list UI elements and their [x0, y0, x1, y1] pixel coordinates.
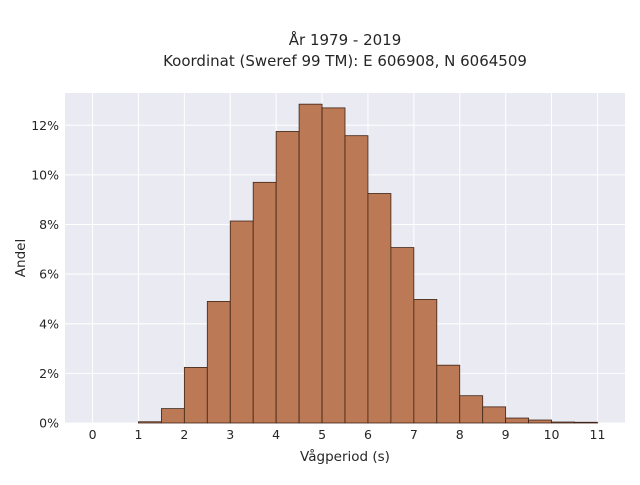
x-tick-label: 4 — [272, 427, 280, 442]
y-tick-label: 2% — [39, 366, 59, 381]
y-axis-label: Andel — [13, 239, 29, 277]
y-tick-label: 0% — [39, 416, 59, 431]
x-tick-label: 6 — [364, 427, 372, 442]
x-tick-label: 3 — [226, 427, 234, 442]
x-tick-label: 1 — [134, 427, 142, 442]
histogram-bar — [252, 181, 277, 424]
histogram-bar — [436, 364, 461, 424]
histogram-bar — [138, 421, 162, 424]
histogram-bar — [298, 103, 323, 424]
histogram-bar — [275, 131, 300, 424]
histogram-bar — [574, 421, 598, 424]
x-tick-label: 7 — [410, 427, 418, 442]
x-tick-label: 8 — [456, 427, 464, 442]
histogram-bar — [206, 301, 231, 424]
histogram-bar — [551, 421, 575, 424]
histogram-bar — [344, 135, 369, 424]
x-tick-label: 2 — [180, 427, 188, 442]
x-tick-label: 5 — [318, 427, 326, 442]
y-tick-label: 8% — [39, 217, 59, 232]
y-tick-label: 6% — [39, 267, 59, 282]
x-tick-label: 0 — [89, 427, 97, 442]
y-tick-label: 12% — [31, 118, 59, 133]
histogram-bar — [229, 220, 254, 424]
histogram-bar — [482, 406, 507, 424]
chart-title-line2: Koordinat (Sweref 99 TM): E 606908, N 60… — [163, 52, 527, 70]
histogram-bar — [505, 417, 530, 424]
x-tick-label: 9 — [502, 427, 510, 442]
bars — [138, 103, 598, 424]
histogram-bar — [390, 247, 415, 424]
tick-labels: 0 1 2 3 4 5 6 7 8 9 10 11 0% 2% 4% 6% 8% 10% 12% — [31, 118, 605, 442]
histogram-bar — [183, 367, 208, 424]
chart-title-line1: År 1979 - 2019 — [289, 30, 402, 49]
y-tick-label: 10% — [31, 167, 59, 182]
y-tick-label: 4% — [39, 316, 59, 331]
histogram-bar — [367, 193, 392, 424]
histogram-bar — [321, 107, 346, 424]
x-axis-label: Vågperiod (s) — [300, 448, 390, 465]
histogram-bar — [160, 408, 185, 424]
histogram-bar — [459, 395, 484, 424]
histogram-bar — [528, 419, 552, 424]
histogram-bar — [413, 299, 438, 424]
x-tick-label: 11 — [590, 427, 606, 442]
x-tick-label: 10 — [544, 427, 560, 442]
